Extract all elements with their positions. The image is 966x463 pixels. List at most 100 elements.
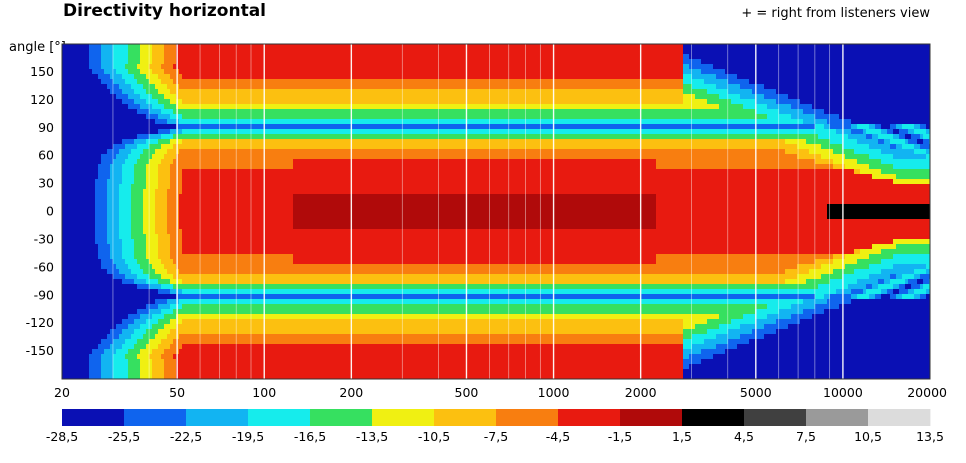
heatmap-cell	[95, 289, 99, 295]
heatmap-cell	[143, 254, 147, 260]
heatmap-cell	[155, 369, 159, 375]
heatmap-cell	[203, 59, 207, 65]
heatmap-cell	[146, 204, 150, 210]
heatmap-cell	[95, 64, 99, 70]
heatmap-cell	[110, 159, 114, 165]
heatmap-cell	[257, 304, 261, 310]
heatmap-cell	[248, 129, 252, 135]
heatmap-cell	[173, 364, 177, 370]
heatmap-cell	[113, 59, 117, 65]
heatmap-cell	[86, 49, 90, 55]
heatmap-cell	[80, 59, 84, 65]
heatmap-cell	[74, 74, 78, 80]
heatmap-cell	[134, 179, 138, 185]
heatmap-cell	[83, 284, 87, 290]
heatmap-cell	[86, 144, 90, 150]
heatmap-cell	[194, 329, 198, 335]
heatmap-cell	[215, 369, 219, 375]
heatmap-cell	[95, 324, 99, 330]
heatmap-cell	[155, 269, 159, 275]
heatmap-cell	[194, 204, 198, 210]
heatmap-cell	[203, 209, 207, 215]
heatmap-cell	[275, 244, 279, 250]
heatmap-cell	[155, 194, 159, 200]
heatmap-cell	[122, 234, 126, 240]
heatmap-cell	[128, 149, 132, 155]
heatmap-cell	[95, 279, 99, 285]
heatmap-cell	[173, 159, 177, 165]
heatmap-cell	[134, 64, 138, 70]
heatmap-cell	[152, 109, 156, 115]
heatmap-cell	[152, 369, 156, 375]
heatmap-cell	[74, 89, 78, 95]
heatmap-cell	[125, 109, 129, 115]
heatmap-cell	[257, 154, 261, 160]
heatmap-cell	[281, 214, 285, 220]
heatmap-cell	[158, 349, 162, 355]
heatmap-cell	[182, 79, 186, 85]
heatmap-cell	[206, 239, 210, 245]
heatmap-cell	[113, 79, 117, 85]
heatmap-cell	[131, 319, 135, 325]
heatmap-cell	[152, 294, 156, 300]
heatmap-cell	[185, 159, 189, 165]
heatmap-cell	[251, 344, 255, 350]
heatmap-cell	[278, 304, 282, 310]
heatmap-cell	[197, 164, 201, 170]
heatmap-cell	[143, 64, 147, 70]
heatmap-cell	[68, 279, 72, 285]
heatmap-cell	[110, 264, 114, 270]
heatmap-cell	[227, 214, 231, 220]
heatmap-cell	[95, 74, 99, 80]
heatmap-cell	[68, 169, 72, 175]
heatmap-cell	[65, 214, 69, 220]
heatmap-cell	[194, 139, 198, 145]
heatmap-cell	[269, 224, 273, 230]
heatmap-cell	[227, 129, 231, 135]
heatmap-cell	[101, 274, 105, 280]
heatmap-cell	[146, 149, 150, 155]
heatmap-cell	[266, 219, 270, 225]
heatmap-cell	[182, 314, 186, 320]
heatmap-cell	[65, 174, 69, 180]
heatmap-cell	[242, 174, 246, 180]
heatmap-cell	[191, 154, 195, 160]
heatmap-cell	[245, 119, 249, 125]
heatmap-cell	[74, 214, 78, 220]
heatmap-cell	[266, 324, 270, 330]
heatmap-cell	[92, 364, 96, 370]
heatmap-cell	[281, 264, 285, 270]
heatmap-cell	[158, 174, 162, 180]
heatmap-cell	[281, 229, 285, 235]
heatmap-cell	[278, 344, 282, 350]
heatmap-cell	[212, 289, 216, 295]
heatmap-cell	[110, 69, 114, 75]
heatmap-cell	[104, 64, 108, 70]
heatmap-cell	[185, 254, 189, 260]
heatmap-cell	[230, 49, 234, 55]
heatmap-cell	[257, 339, 261, 345]
heatmap-cell	[185, 269, 189, 275]
heatmap-cell	[266, 44, 270, 50]
heatmap-cell	[167, 339, 171, 345]
heatmap-cell	[143, 209, 147, 215]
heatmap-cell	[233, 54, 237, 60]
heatmap-cell	[122, 299, 126, 305]
heatmap-cell	[86, 64, 90, 70]
heatmap-cell	[128, 314, 132, 320]
heatmap-cell	[191, 174, 195, 180]
heatmap-cell	[119, 89, 123, 95]
heatmap-cell	[125, 64, 129, 70]
heatmap-cell	[149, 189, 153, 195]
heatmap-cell	[68, 294, 72, 300]
heatmap-cell	[182, 84, 186, 90]
heatmap-cell	[251, 334, 255, 340]
heatmap-cell	[203, 124, 207, 130]
heatmap-cell	[212, 319, 216, 325]
heatmap-cell	[104, 209, 108, 215]
heatmap-cell	[170, 164, 174, 170]
heatmap-cell	[173, 144, 177, 150]
heatmap-cell	[122, 64, 126, 70]
heatmap-cell	[158, 279, 162, 285]
heatmap-cell	[161, 239, 165, 245]
